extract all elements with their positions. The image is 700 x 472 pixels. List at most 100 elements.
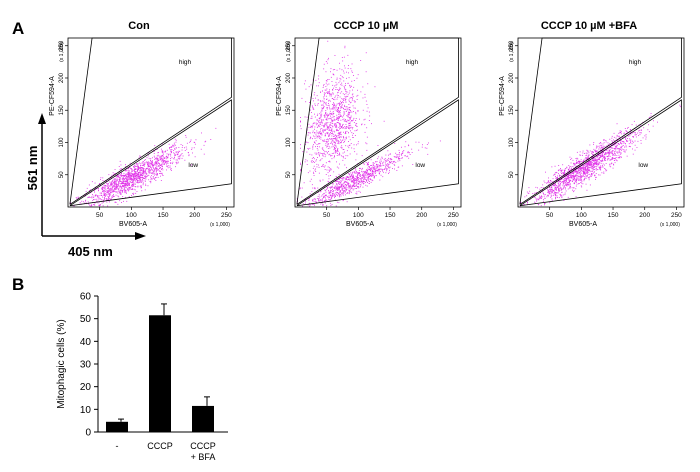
data-point [597, 164, 599, 166]
data-point [576, 171, 578, 172]
data-point [133, 176, 135, 178]
data-point [142, 182, 144, 184]
data-point [119, 177, 121, 179]
data-point [606, 152, 608, 154]
data-point [345, 120, 347, 122]
data-point [352, 93, 354, 95]
data-point [339, 136, 340, 138]
data-point [111, 177, 112, 179]
data-point [129, 167, 131, 169]
data-point [136, 165, 138, 167]
data-point [353, 174, 354, 176]
data-point [344, 109, 346, 110]
data-point [408, 144, 409, 146]
data-point [603, 157, 605, 159]
data-point [93, 204, 94, 206]
data-point [201, 132, 202, 134]
data-point [601, 155, 603, 156]
data-point [356, 153, 358, 155]
data-point [601, 158, 603, 160]
data-point [336, 161, 337, 163]
data-point [147, 174, 149, 176]
data-point [118, 176, 119, 178]
data-point [370, 168, 372, 170]
data-point [346, 150, 348, 152]
data-point [359, 172, 361, 174]
data-point [348, 136, 350, 138]
data-point [332, 89, 334, 91]
data-point [130, 178, 131, 180]
data-point [371, 174, 373, 176]
data-point [170, 150, 172, 152]
data-point [316, 135, 318, 137]
data-point [564, 180, 566, 182]
data-point [347, 107, 349, 109]
data-point [605, 149, 607, 151]
data-point [642, 121, 644, 123]
data-point [594, 166, 596, 167]
data-point [150, 166, 151, 168]
data-point [325, 71, 327, 73]
data-point [337, 135, 339, 137]
data-point [611, 135, 613, 137]
data-point [141, 180, 143, 182]
data-point [85, 190, 87, 192]
data-point [325, 113, 326, 115]
data-point [338, 178, 339, 180]
data-point [308, 198, 310, 200]
data-point [374, 173, 376, 174]
data-point [129, 185, 130, 186]
data-point [143, 171, 144, 172]
data-point [116, 176, 118, 178]
data-point [326, 88, 328, 90]
plot-frame [517, 37, 685, 208]
data-point [335, 180, 337, 182]
data-point [576, 179, 578, 180]
data-point [377, 167, 378, 169]
data-point [316, 85, 318, 87]
data-point [128, 181, 130, 183]
data-point [311, 184, 313, 186]
data-point [344, 133, 346, 135]
data-point [397, 166, 399, 168]
data-point [116, 179, 118, 181]
data-point [611, 162, 613, 164]
data-point [134, 165, 136, 167]
data-point [547, 190, 549, 192]
data-point [569, 156, 571, 158]
data-point [171, 150, 173, 152]
data-point [170, 162, 172, 164]
data-point [333, 112, 335, 114]
data-point [375, 175, 377, 176]
data-point [115, 182, 117, 184]
data-point [613, 147, 615, 149]
data-point [394, 164, 396, 166]
data-point [110, 189, 111, 191]
data-point [338, 135, 340, 137]
data-point [166, 163, 167, 165]
data-point [330, 115, 331, 117]
data-point [543, 199, 544, 201]
data-point [369, 166, 370, 168]
data-point [323, 107, 324, 109]
data-point [151, 167, 152, 169]
data-point [333, 87, 334, 89]
data-point [340, 136, 342, 138]
data-point [385, 161, 386, 163]
data-point [591, 151, 593, 153]
data-point [104, 186, 106, 188]
data-point [372, 168, 374, 170]
data-point [369, 170, 371, 171]
data-point [381, 157, 383, 159]
data-point [157, 162, 159, 164]
data-point [587, 173, 588, 175]
data-point [331, 158, 333, 160]
data-point [94, 198, 96, 200]
data-point [537, 198, 539, 200]
data-point [155, 160, 157, 162]
data-point [175, 139, 177, 141]
data-point [151, 178, 153, 180]
data-point [182, 145, 184, 147]
data-point [408, 157, 410, 159]
data-point [328, 135, 330, 137]
